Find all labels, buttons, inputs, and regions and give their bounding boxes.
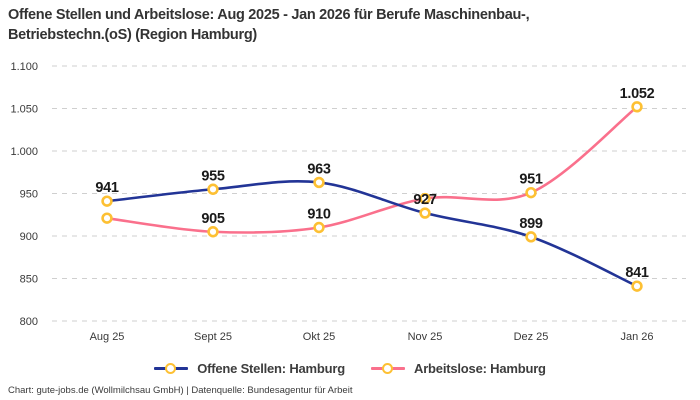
data-point-label: 951 — [519, 172, 543, 188]
data-point-marker — [525, 231, 537, 243]
data-point-label: 941 — [95, 180, 119, 196]
data-point-marker — [101, 212, 113, 224]
data-point-marker — [631, 280, 643, 292]
series-line-offene-stellen — [105, 180, 639, 288]
legend-item-offene-stellen[interactable]: Offene Stellen: Hamburg — [154, 361, 345, 376]
data-point-label: 963 — [307, 161, 331, 177]
legend-label-arbeitslose: Arbeitslose: Hamburg — [414, 361, 546, 376]
y-tick-label: 800 — [20, 316, 38, 328]
series-line-arbeitslose — [105, 105, 639, 234]
x-tick-label: Dez 25 — [514, 331, 549, 343]
chart-title: Offene Stellen und Arbeitslose: Aug 2025… — [8, 5, 668, 45]
y-tick-label: 850 — [20, 274, 38, 286]
data-point-label: 1.052 — [620, 86, 655, 102]
y-tick-label: 1.100 — [10, 61, 38, 73]
y-tick-label: 900 — [20, 231, 38, 243]
data-point-label: 927 — [413, 192, 437, 208]
data-point-marker — [525, 186, 537, 199]
plot-area: 1.100 1.050 1.000 950 900 850 800 Aug 25 Sept 25… — [10, 61, 686, 343]
chart-title-line2: Betriebstechn.(oS) (Region Hamburg) — [8, 27, 257, 43]
x-tick-label: Okt 25 — [303, 331, 335, 343]
data-point-label: 899 — [519, 216, 543, 232]
data-point-label: 955 — [201, 168, 225, 184]
data-point-marker — [419, 192, 431, 205]
data-point-marker — [207, 183, 219, 195]
data-point-marker — [419, 207, 431, 219]
legend-label-offene-stellen: Offene Stellen: Hamburg — [197, 361, 345, 376]
y-tick-label: 1.000 — [10, 146, 38, 158]
data-point-marker — [631, 101, 643, 113]
legend-line-marker-icon — [371, 362, 405, 375]
y-tick-label: 1.050 — [10, 104, 38, 116]
x-tick-label: Aug 25 — [90, 331, 125, 343]
y-tick-label: 950 — [20, 189, 38, 201]
data-point-label: 905 — [201, 211, 225, 227]
legend: Offene Stellen: Hamburg Arbeitslose: Ham… — [0, 361, 700, 376]
data-point-marker — [313, 221, 325, 234]
x-tick-label: Nov 25 — [408, 331, 443, 343]
data-point-marker — [101, 195, 113, 207]
legend-item-arbeitslose[interactable]: Arbeitslose: Hamburg — [371, 361, 546, 376]
legend-line-marker-icon — [154, 362, 189, 375]
x-tick-label: Jan 26 — [620, 331, 653, 343]
attribution: Chart: gute-jobs.de (Wollmilchsau GmbH) … — [8, 385, 353, 396]
x-tick-label: Sept 25 — [194, 331, 232, 343]
data-point-marker — [207, 226, 219, 238]
data-point-label: 841 — [625, 265, 649, 281]
chart-title-line1: Offene Stellen und Arbeitslose: Aug 2025… — [8, 7, 530, 23]
data-point-label: 910 — [307, 207, 331, 223]
data-point-marker — [313, 176, 325, 189]
